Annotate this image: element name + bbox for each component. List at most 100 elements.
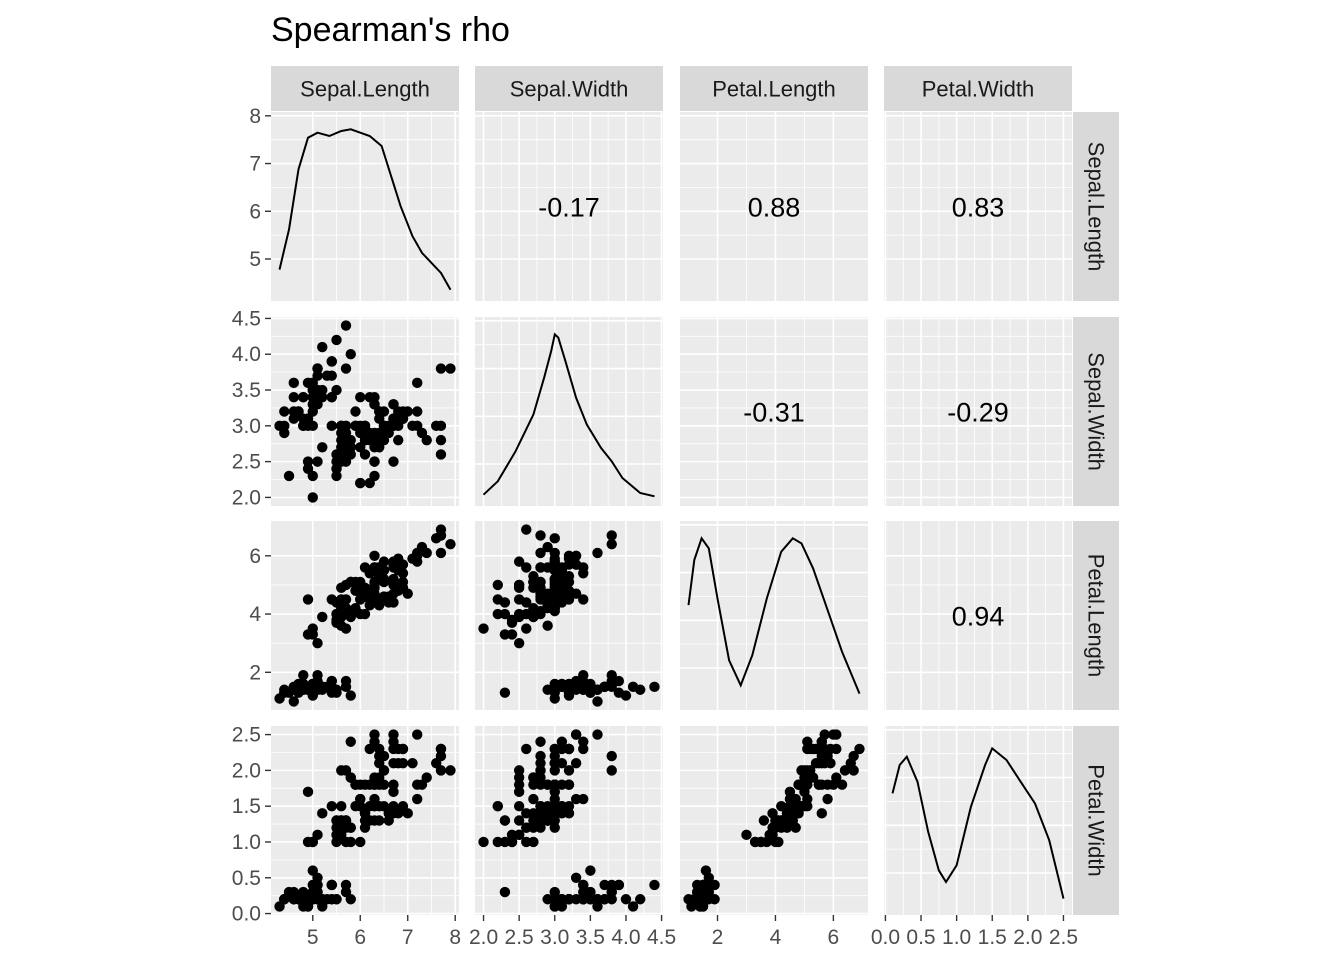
scatter-point [302,594,314,605]
row-strip-label: Petal.Width [1084,764,1109,877]
scatter-point [388,743,399,755]
scatter-point [578,793,589,805]
scatter-point [556,808,568,819]
scatter-point [331,617,342,628]
scatter-point [388,399,399,410]
scatter-point [549,786,560,798]
scatter-point [599,879,610,891]
scatter-point [535,736,546,747]
scatter-point [776,800,787,812]
panel-sepal-length-petal-length [680,112,868,301]
scatter-point [407,758,418,769]
scatter-point [499,886,511,898]
scatter-point [336,765,347,776]
scatter-point [822,793,833,805]
scatter-point [570,684,582,695]
x-tick-label: 4 [770,926,782,949]
scatter-point [331,384,342,396]
scatter-point [784,786,796,798]
scatter-point [599,681,610,693]
scatter-point [345,736,356,747]
scatter-point [412,793,423,805]
row-strip-label: Petal.Length [1084,554,1109,678]
scatter-point [336,582,347,594]
panel-background [884,726,1072,915]
x-tick-label: 0.0 [871,926,900,949]
scatter-point [521,822,532,833]
x-tick-label: 5 [307,926,319,949]
scatter-point [478,623,489,634]
scatter-point [340,320,352,331]
y-tick-label: 7 [249,153,261,176]
scatter-point [350,779,361,790]
scatter-point [805,765,816,776]
scatter-point [288,894,299,905]
y-tick-label: 4.0 [232,343,261,366]
scatter-point [606,538,617,550]
scatter-point [364,391,375,403]
scatter-point [556,800,568,812]
scatter-point [435,530,447,541]
scatter-point [364,743,375,755]
scatter-point [355,391,366,403]
scatter-point [649,681,660,693]
scatter-point [279,420,290,432]
scatter-point [378,420,390,432]
scatter-point [383,597,394,608]
scatter-point [369,800,380,812]
scatter-point [340,886,352,898]
scatter-point [563,779,575,790]
scatter-point [556,894,568,905]
scatter-point [813,779,825,790]
scatter-point [513,765,525,776]
scatter-point [528,779,539,790]
scatter-point [694,894,706,905]
scatter-point [535,815,546,826]
panel-petal-length-sepal-length [271,521,459,710]
scatter-point [513,608,525,620]
scatter-point [412,377,423,389]
scatter-point [298,669,309,681]
scatter-point [528,815,539,826]
scatter-point [298,420,309,432]
row-strip [1073,112,1119,301]
scatter-point [816,808,827,819]
scatter-point [340,815,352,826]
scatter-point [340,363,352,374]
scatter-point [773,815,784,826]
panel-petal-width-petal-length [680,726,868,915]
x-tick-label: 6 [354,926,366,949]
scatter-point [592,547,603,559]
scatter-point [499,608,511,620]
scatter-point [761,836,772,848]
scatter-point [854,743,865,755]
scatter-point [810,758,822,769]
scatter-point [331,456,342,467]
scatter-point [578,894,589,905]
scatter-point [388,588,399,599]
scatter-point [542,815,553,826]
panel-sepal-width-sepal-width [475,317,663,506]
scatter-point [549,815,560,826]
scatter-point [563,684,575,695]
column-strip-label: Sepal.Width [510,77,629,102]
scatter-point [345,434,356,446]
scatter-point [549,556,560,567]
panel-petal-width-petal-width [884,726,1072,915]
scatter-point [549,894,560,905]
panel-sepal-length-sepal-length [271,112,459,301]
column-strip [884,66,1072,111]
scatter-point [445,363,456,374]
scatter-point [279,894,290,905]
scatter-point [421,772,432,783]
scatter-point [563,800,575,812]
scatter-point [542,800,553,812]
panel-background [475,317,663,506]
scatter-point [542,779,553,790]
column-strip-label: Petal.Width [922,77,1035,102]
x-tick-label: 4.0 [611,926,640,949]
scatter-point [340,605,352,617]
scatter-point [326,879,337,891]
scatter-point [578,886,589,898]
scatter-point [521,562,532,573]
